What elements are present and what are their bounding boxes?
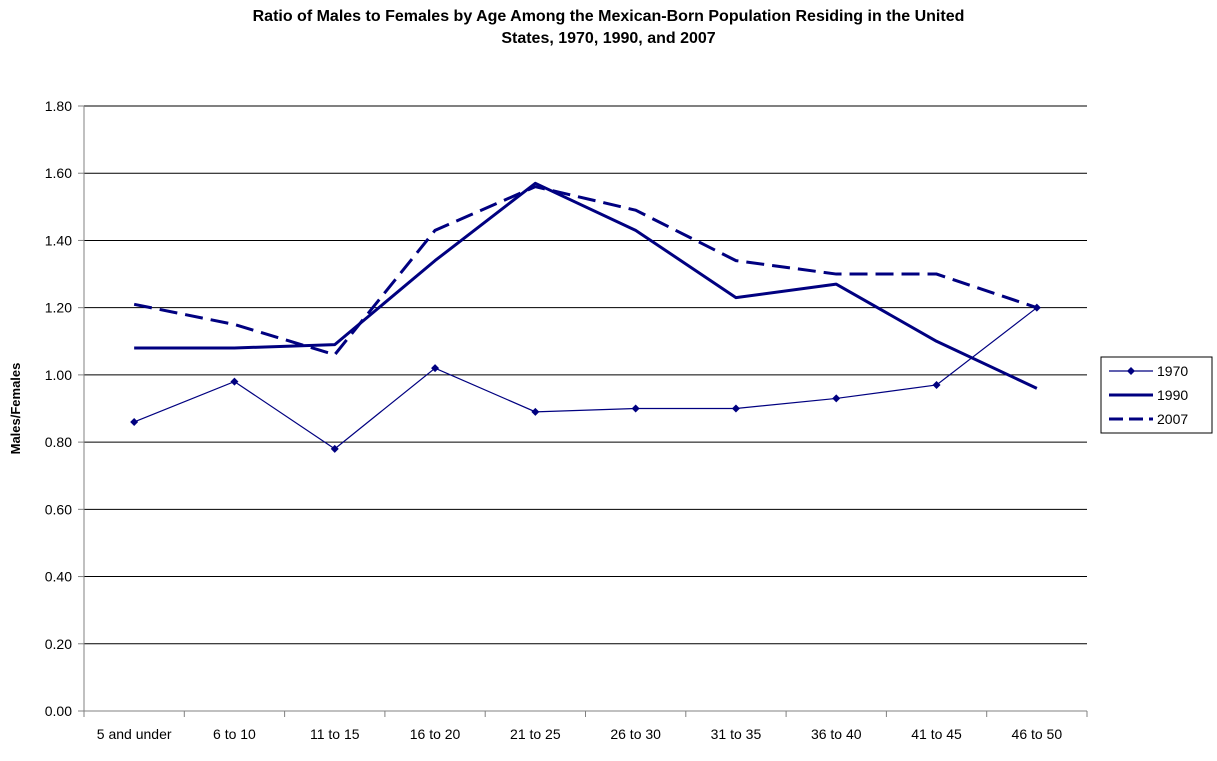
- y-tick-label: 0.40: [45, 569, 72, 585]
- data-point-1970: [230, 377, 239, 386]
- x-tick-label: 21 to 25: [510, 726, 561, 742]
- y-tick-label: 0.80: [45, 434, 72, 450]
- x-tick-label: 31 to 35: [711, 726, 762, 742]
- series-line-1990: [134, 181, 1038, 390]
- data-point-1970: [431, 364, 440, 373]
- y-tick-label: 0.60: [45, 501, 72, 517]
- legend-label: 2007: [1157, 411, 1188, 427]
- y-tick-label: 1.40: [45, 232, 72, 248]
- legend-marker-1970: [1127, 367, 1135, 375]
- data-point-1970: [932, 380, 941, 389]
- y-tick-label: 1.20: [45, 300, 72, 316]
- x-tick-label: 36 to 40: [811, 726, 862, 742]
- y-tick-label: 0.00: [45, 703, 72, 719]
- x-tick-label: 5 and under: [97, 726, 172, 742]
- data-point-1970: [130, 417, 139, 426]
- y-tick-label: 1.80: [45, 98, 72, 114]
- series-line-2007: [133, 185, 1038, 357]
- x-tick-label: 41 to 45: [911, 726, 962, 742]
- data-point-1970: [330, 444, 339, 453]
- y-tick-label: 1.60: [45, 165, 72, 181]
- data-point-1970: [531, 407, 540, 416]
- series-line-1970: [133, 307, 1038, 450]
- x-tick-label: 6 to 10: [213, 726, 256, 742]
- legend-label: 1970: [1157, 363, 1188, 379]
- x-tick-label: 16 to 20: [410, 726, 461, 742]
- chart-title-line-1: Ratio of Males to Females by Age Among t…: [252, 8, 965, 25]
- x-tick-label: 26 to 30: [610, 726, 661, 742]
- x-tick-label: 11 to 15: [310, 726, 360, 742]
- data-point-1970: [832, 394, 841, 403]
- chart-title-line-2: States, 1970, 1990, and 2007: [501, 30, 716, 47]
- y-tick-label: 0.20: [45, 636, 72, 652]
- y-tick-label: 1.00: [45, 367, 72, 383]
- data-point-1970: [631, 404, 640, 413]
- y-axis-title: Males/Females: [8, 363, 23, 455]
- data-point-1970: [731, 404, 740, 413]
- x-tick-label: 46 to 50: [1012, 726, 1063, 742]
- legend-label: 1990: [1157, 387, 1188, 403]
